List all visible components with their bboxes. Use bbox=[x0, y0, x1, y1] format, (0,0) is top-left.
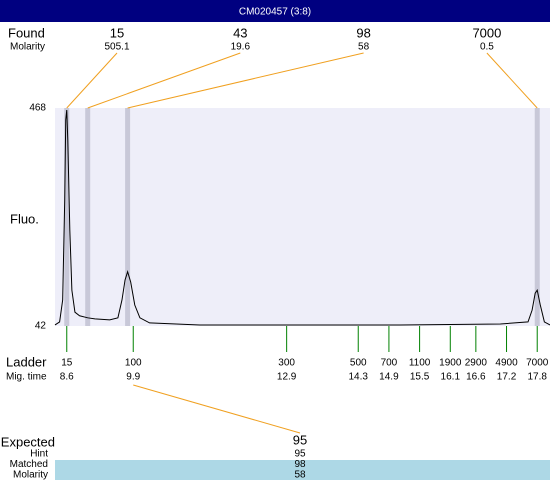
expected-row-value: 98 bbox=[294, 459, 306, 470]
peak-connector bbox=[127, 52, 364, 109]
peak-connector bbox=[486, 52, 538, 109]
expected-row-value: 95 bbox=[294, 449, 306, 460]
ladder-size: 500 bbox=[350, 358, 367, 369]
peak-band bbox=[85, 108, 91, 326]
ladder-size: 1100 bbox=[409, 358, 431, 369]
expected-row-label: Matched bbox=[10, 459, 48, 470]
trace bbox=[54, 109, 550, 326]
ladder-size: 300 bbox=[278, 358, 295, 369]
y-axis-label: Fluo. bbox=[10, 211, 39, 226]
ladder-label: Ladder bbox=[6, 354, 47, 369]
ladder-time: 15.5 bbox=[410, 372, 430, 383]
mig-time-label: Mig. time bbox=[6, 372, 47, 383]
molarity-label: Molarity bbox=[10, 42, 45, 53]
expected-label: Expected bbox=[1, 434, 55, 449]
ladder-time: 8.6 bbox=[60, 372, 74, 383]
found-size: 98 bbox=[356, 25, 370, 40]
title-bar bbox=[0, 0, 550, 22]
found-molarity: 58 bbox=[358, 42, 370, 53]
found-size: 15 bbox=[110, 25, 124, 40]
ladder-size: 700 bbox=[381, 358, 398, 369]
plot-area bbox=[55, 108, 550, 326]
ladder-time: 14.9 bbox=[379, 372, 399, 383]
peak-connector bbox=[87, 52, 241, 109]
ladder-time: 14.3 bbox=[349, 372, 369, 383]
matched-band bbox=[55, 460, 550, 480]
ladder-size: 2900 bbox=[465, 358, 488, 369]
peak-connector bbox=[66, 52, 118, 109]
ladder-size: 4900 bbox=[495, 358, 518, 369]
expected-row-label: Molarity bbox=[13, 470, 48, 480]
found-molarity: 19.6 bbox=[231, 42, 251, 53]
title: CM020457 (3:8) bbox=[239, 7, 311, 18]
y-tick-label: 468 bbox=[29, 103, 46, 114]
found-label: Found bbox=[8, 25, 45, 40]
ladder-time: 16.1 bbox=[441, 372, 461, 383]
ladder-time: 9.9 bbox=[126, 372, 140, 383]
expected-row-value: 58 bbox=[294, 470, 306, 480]
found-molarity: 0.5 bbox=[480, 42, 494, 53]
peak-band bbox=[534, 108, 540, 326]
ladder-size: 1900 bbox=[439, 358, 462, 369]
found-size: 43 bbox=[233, 25, 247, 40]
found-size: 7000 bbox=[472, 25, 501, 40]
expected-value: 95 bbox=[293, 432, 307, 447]
ladder-time: 17.2 bbox=[497, 372, 517, 383]
ladder-size: 100 bbox=[125, 358, 142, 369]
ladder-time: 16.6 bbox=[466, 372, 486, 383]
found-molarity: 505.1 bbox=[104, 42, 129, 53]
y-tick-label: 42 bbox=[35, 321, 47, 332]
expected-row-label: Hint bbox=[30, 449, 48, 460]
ladder-size: 15 bbox=[61, 358, 73, 369]
peak-band bbox=[64, 108, 70, 326]
peak-band bbox=[125, 108, 131, 326]
ladder-size: 7000 bbox=[526, 358, 549, 369]
ladder-time: 17.8 bbox=[527, 372, 547, 383]
ladder-time: 12.9 bbox=[277, 372, 297, 383]
expected-connector bbox=[133, 384, 301, 434]
